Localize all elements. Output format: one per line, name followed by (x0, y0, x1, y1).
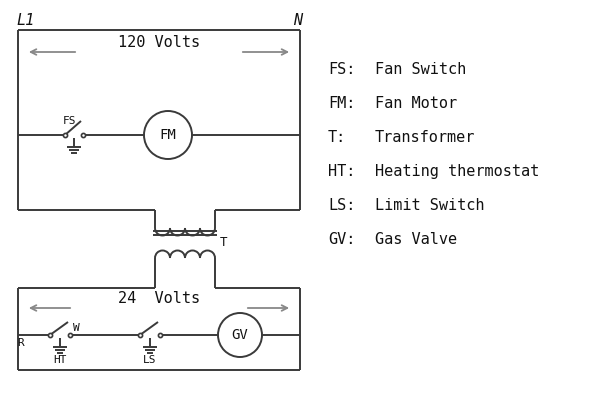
Text: HT: HT (53, 355, 67, 365)
Text: T:: T: (328, 130, 346, 145)
Text: Heating thermostat: Heating thermostat (375, 164, 539, 179)
Text: FM:: FM: (328, 96, 355, 111)
Text: N: N (293, 13, 302, 28)
Text: R: R (17, 338, 24, 348)
Text: GV: GV (232, 328, 248, 342)
Text: Fan Switch: Fan Switch (375, 62, 466, 77)
Text: GV:: GV: (328, 232, 355, 247)
Text: W: W (73, 323, 80, 333)
Text: L1: L1 (16, 13, 34, 28)
Text: Transformer: Transformer (375, 130, 476, 145)
Text: 120 Volts: 120 Volts (118, 35, 200, 50)
Text: T: T (220, 236, 228, 250)
Text: FS: FS (63, 116, 77, 126)
Text: LS:: LS: (328, 198, 355, 213)
Text: 24  Volts: 24 Volts (118, 291, 200, 306)
Text: HT:: HT: (328, 164, 355, 179)
Text: Limit Switch: Limit Switch (375, 198, 484, 213)
Text: Gas Valve: Gas Valve (375, 232, 457, 247)
Text: FS:: FS: (328, 62, 355, 77)
Text: FM: FM (160, 128, 176, 142)
Text: LS: LS (143, 355, 157, 365)
Text: Fan Motor: Fan Motor (375, 96, 457, 111)
